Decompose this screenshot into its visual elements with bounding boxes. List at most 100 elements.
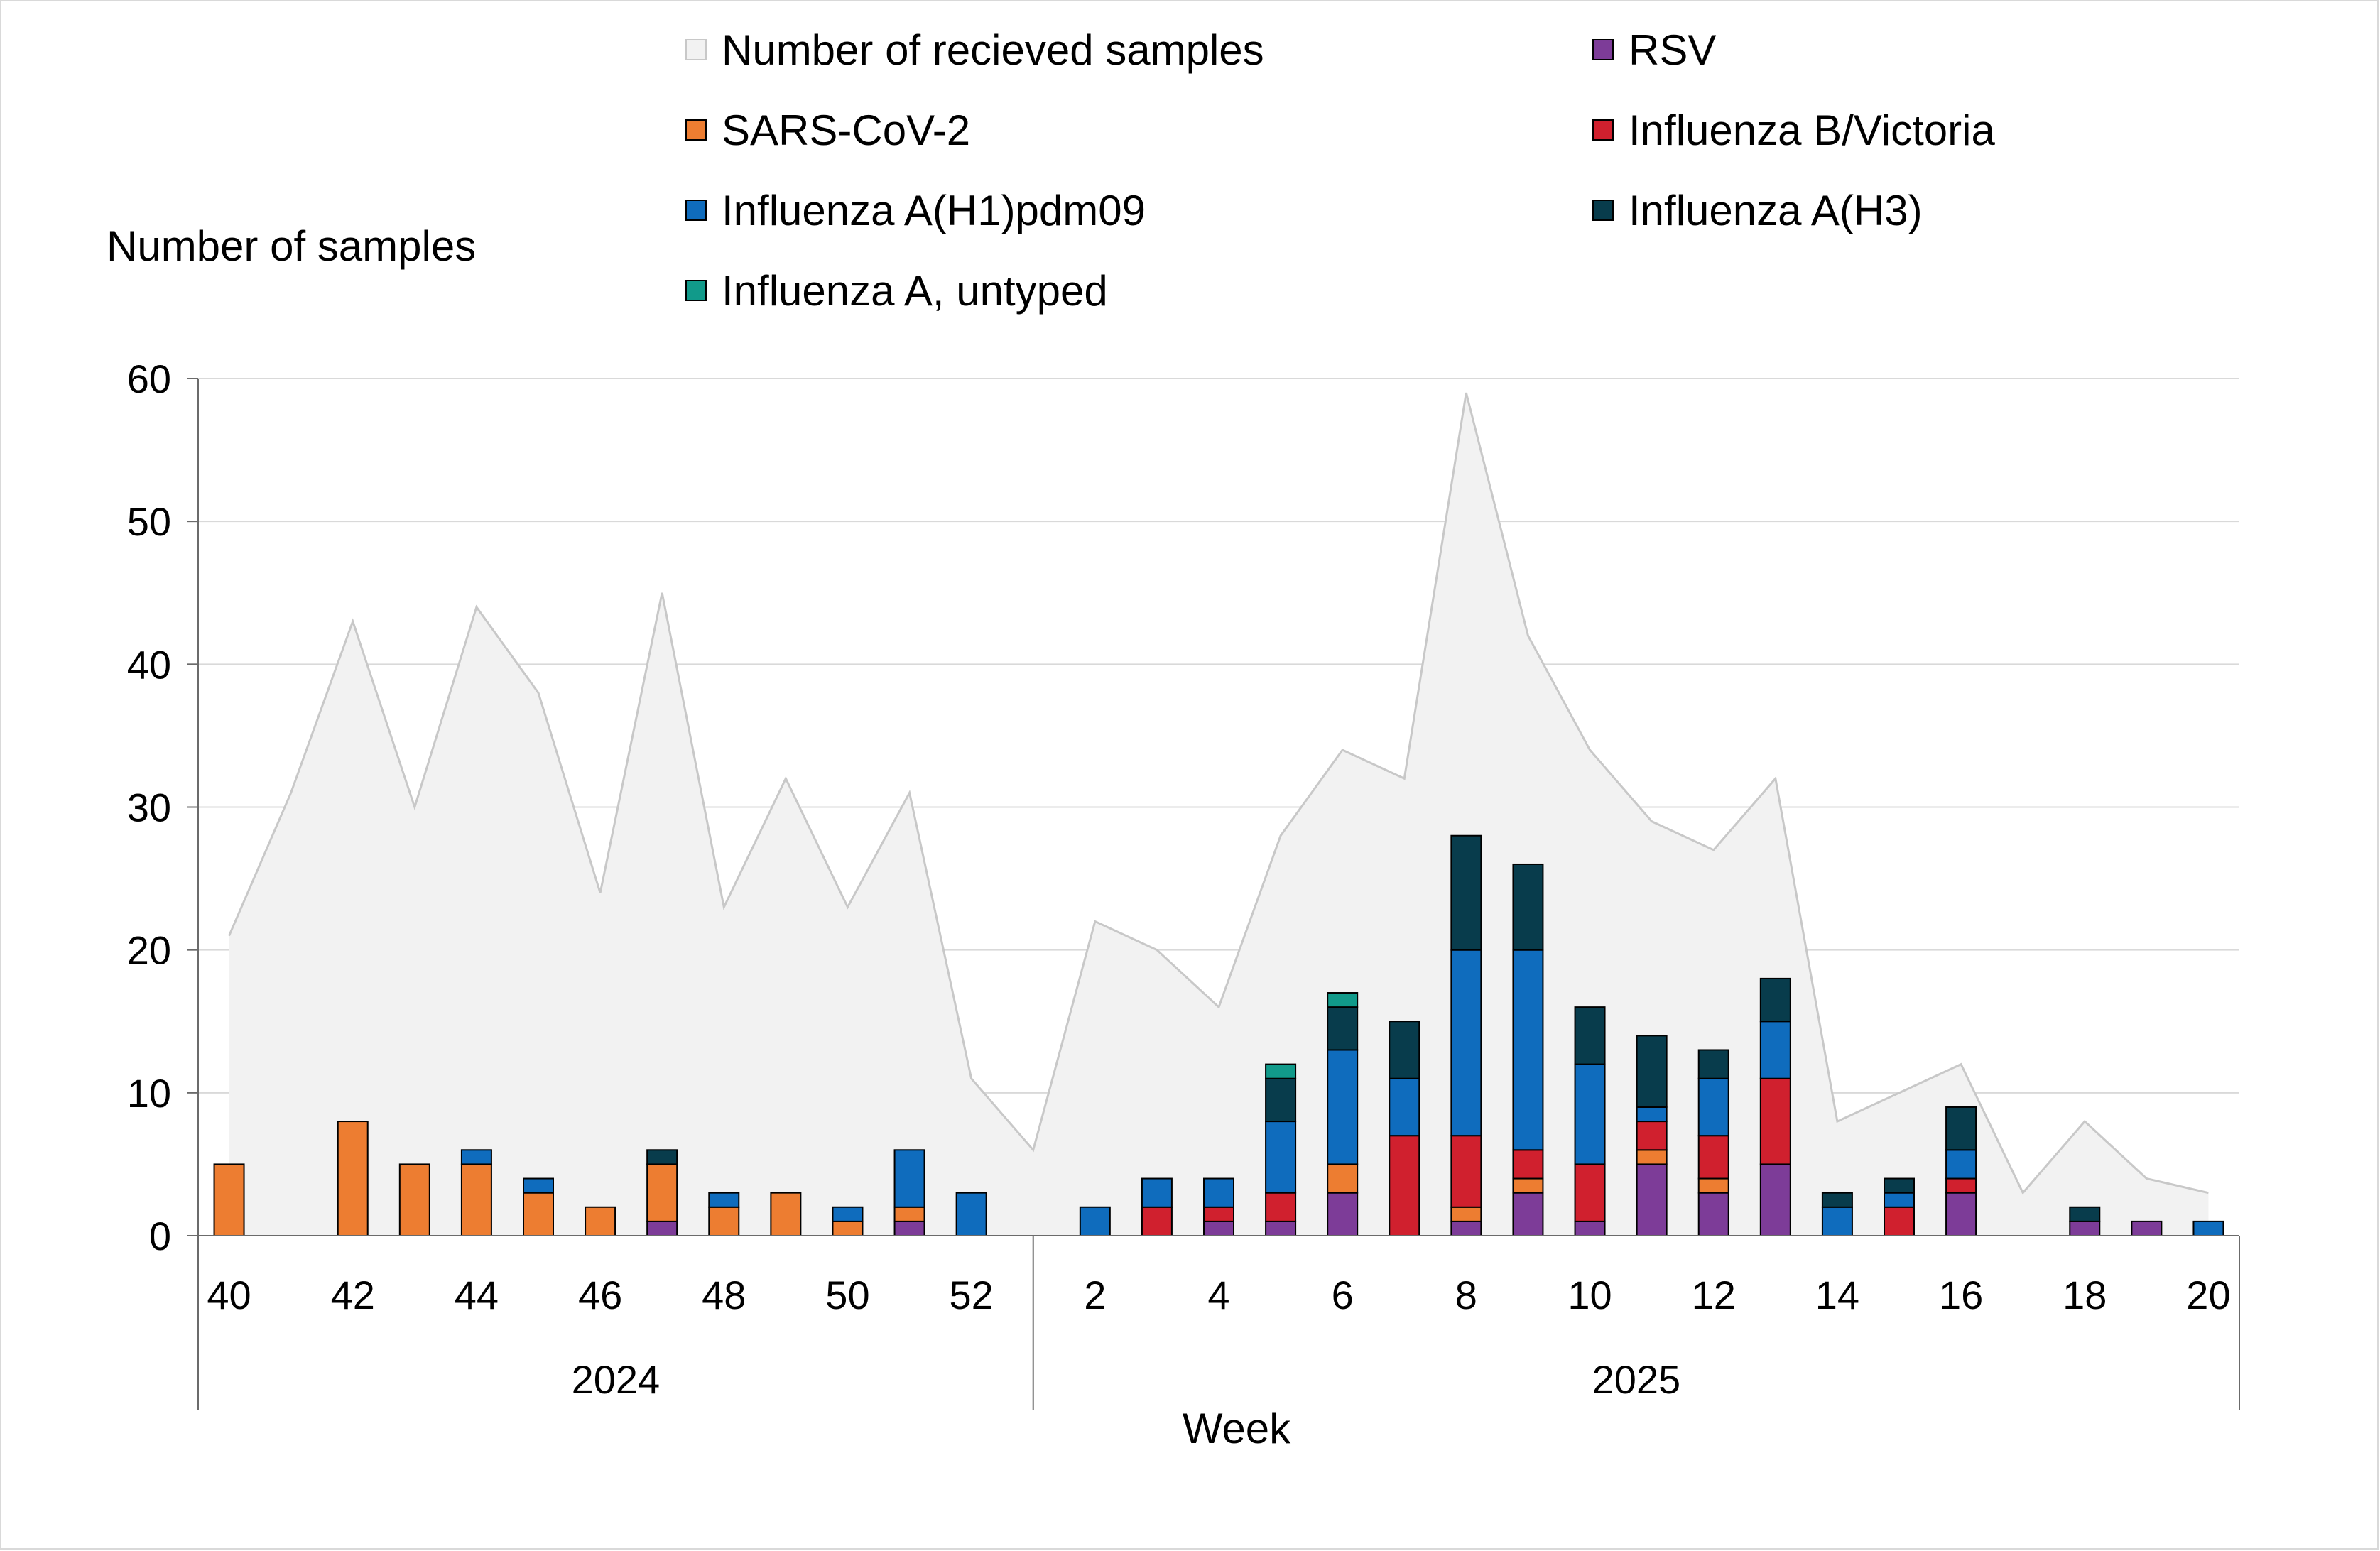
bar-segment-sars-cov-2-week-45 bbox=[523, 1192, 554, 1237]
bar-segment-influenza-b-victoria-week-9 bbox=[1512, 1149, 1544, 1180]
bar-segment-influenza-b-victoria-week-8 bbox=[1450, 1135, 1482, 1208]
x-tick-label: 42 bbox=[331, 1273, 375, 1317]
bar-segment-rsv-week-11 bbox=[1636, 1163, 1668, 1236]
bar-segment-influenza-a-h1-pdm09-week-6 bbox=[1327, 1049, 1359, 1165]
x-tick-label: 18 bbox=[2063, 1273, 2107, 1317]
x-tick-label: 4 bbox=[1207, 1273, 1229, 1317]
y-tick-label: 20 bbox=[127, 928, 171, 973]
bar-segment-sars-cov-2-week-48 bbox=[708, 1206, 740, 1237]
bar-segment-influenza-a-h1-pdm09-week-11 bbox=[1636, 1106, 1668, 1123]
bar-segment-sars-cov-2-week-42 bbox=[337, 1121, 369, 1236]
bar-segment-influenza-b-victoria-week-5 bbox=[1265, 1192, 1297, 1222]
bar-segment-influenza-a-h3--week-18 bbox=[2069, 1206, 2101, 1222]
bar-segment-influenza-b-victoria-week-4 bbox=[1203, 1206, 1234, 1222]
legend-label: Influenza B/Victoria bbox=[1629, 107, 1995, 154]
bar-segment-rsv-week-5 bbox=[1265, 1220, 1297, 1236]
bar-segment-influenza-a-untyped-week-6 bbox=[1327, 992, 1359, 1008]
x-tick-label: 10 bbox=[1567, 1273, 1612, 1317]
bar-segment-sars-cov-2-week-11 bbox=[1636, 1149, 1668, 1165]
bar-segment-sars-cov-2-week-47 bbox=[646, 1163, 678, 1222]
bar-segment-sars-cov-2-week-12 bbox=[1697, 1177, 1729, 1194]
bar-segment-sars-cov-2-week-44 bbox=[460, 1163, 492, 1236]
bar-segment-influenza-a-h1-pdm09-week-10 bbox=[1574, 1063, 1606, 1165]
bar-segment-sars-cov-2-week-50 bbox=[832, 1220, 864, 1236]
bar-segment-influenza-b-victoria-week-3 bbox=[1141, 1206, 1173, 1237]
bar-segment-influenza-a-h1-pdm09-week-14 bbox=[1821, 1206, 1853, 1237]
bar-segment-influenza-a-h1-pdm09-week-2 bbox=[1079, 1206, 1111, 1237]
bar-segment-influenza-a-h3--week-11 bbox=[1636, 1035, 1668, 1108]
bar-segment-influenza-a-h1-pdm09-week-48 bbox=[708, 1192, 740, 1208]
legend-swatch-influenza-a-untyped bbox=[685, 280, 707, 301]
bars bbox=[213, 834, 2224, 1237]
bar-segment-influenza-a-h1-pdm09-week-12 bbox=[1697, 1077, 1729, 1137]
bar-segment-sars-cov-2-week-9 bbox=[1512, 1177, 1544, 1194]
bar-segment-influenza-b-victoria-week-11 bbox=[1636, 1121, 1668, 1151]
bar-segment-influenza-a-untyped-week-5 bbox=[1265, 1063, 1297, 1079]
bar-segment-influenza-a-h3--week-5 bbox=[1265, 1077, 1297, 1123]
bar-segment-rsv-week-12 bbox=[1697, 1192, 1729, 1237]
bar-segment-sars-cov-2-week-46 bbox=[585, 1206, 616, 1237]
legend-label: Number of recieved samples bbox=[722, 26, 1264, 74]
bar-segment-influenza-a-h1-pdm09-week-45 bbox=[523, 1177, 554, 1194]
y-tick-label: 30 bbox=[127, 785, 171, 830]
bar-segment-rsv-week-13 bbox=[1759, 1163, 1791, 1236]
bar-segment-influenza-a-h1-pdm09-week-51 bbox=[893, 1149, 925, 1208]
bar-segment-influenza-b-victoria-week-16 bbox=[1945, 1177, 1977, 1194]
bar-segment-sars-cov-2-week-8 bbox=[1450, 1206, 1482, 1222]
x-tick-label: 52 bbox=[949, 1273, 993, 1317]
bar-segment-influenza-a-h1-pdm09-week-3 bbox=[1141, 1177, 1173, 1208]
legend-swatch-sars-cov-2 bbox=[685, 119, 707, 141]
y-axis-title: Number of samples bbox=[107, 222, 476, 270]
legend-swatch-influenza-a-h1-pdm09 bbox=[685, 200, 707, 221]
bar-segment-sars-cov-2-week-6 bbox=[1327, 1163, 1359, 1194]
x-tick-label: 6 bbox=[1332, 1273, 1354, 1317]
x-tick-label: 2 bbox=[1084, 1273, 1106, 1317]
y-tick-label: 10 bbox=[127, 1071, 171, 1116]
received-samples-line bbox=[228, 392, 2209, 1195]
legend-swatch-influenza-b-victoria bbox=[1592, 119, 1614, 141]
bar-segment-rsv-week-6 bbox=[1327, 1192, 1359, 1237]
legend-swatch-rsv bbox=[1592, 39, 1614, 60]
bar-segment-influenza-a-h1-pdm09-week-9 bbox=[1512, 949, 1544, 1151]
bar-segment-influenza-a-h1-pdm09-week-44 bbox=[460, 1149, 492, 1165]
x-tick-label: 44 bbox=[455, 1273, 499, 1317]
bar-segment-influenza-a-h1-pdm09-week-50 bbox=[832, 1206, 864, 1222]
bar-segment-influenza-b-victoria-week-13 bbox=[1759, 1077, 1791, 1165]
bar-segment-influenza-a-h3--week-13 bbox=[1759, 977, 1791, 1023]
bar-segment-influenza-a-h1-pdm09-week-52 bbox=[955, 1192, 987, 1237]
bar-segment-influenza-a-h1-pdm09-week-15 bbox=[1884, 1192, 1915, 1208]
bar-segment-influenza-a-h3--week-47 bbox=[646, 1149, 678, 1165]
bar-segment-rsv-week-47 bbox=[646, 1220, 678, 1236]
bar-segment-rsv-week-18 bbox=[2069, 1220, 2101, 1236]
x-tick-label: 14 bbox=[1815, 1273, 1859, 1317]
bar-segment-influenza-a-h1-pdm09-week-13 bbox=[1759, 1021, 1791, 1079]
bar-segment-influenza-a-h1-pdm09-week-16 bbox=[1945, 1149, 1977, 1180]
x-tick-label: 8 bbox=[1455, 1273, 1477, 1317]
bar-segment-sars-cov-2-week-43 bbox=[398, 1163, 430, 1236]
bar-segment-influenza-a-h1-pdm09-week-5 bbox=[1265, 1121, 1297, 1194]
legend-label: RSV bbox=[1629, 26, 1716, 74]
bar-segment-influenza-b-victoria-week-10 bbox=[1574, 1163, 1606, 1222]
bar-segment-rsv-week-51 bbox=[893, 1220, 925, 1236]
bar-segment-influenza-b-victoria-week-12 bbox=[1697, 1135, 1729, 1180]
bar-segment-rsv-week-10 bbox=[1574, 1220, 1606, 1236]
bar-segment-influenza-a-h3--week-12 bbox=[1697, 1049, 1729, 1079]
bar-segment-influenza-b-victoria-week-7 bbox=[1389, 1135, 1420, 1237]
bar-segment-sars-cov-2-week-51 bbox=[893, 1206, 925, 1222]
bar-segment-influenza-a-h3--week-16 bbox=[1945, 1106, 1977, 1151]
year-label-2024: 2024 bbox=[572, 1357, 661, 1402]
bar-segment-influenza-a-h3--week-9 bbox=[1512, 863, 1544, 951]
bar-segment-rsv-week-9 bbox=[1512, 1192, 1544, 1237]
legend-label: SARS-CoV-2 bbox=[722, 107, 970, 154]
x-tick-label: 46 bbox=[578, 1273, 622, 1317]
x-tick-label: 48 bbox=[702, 1273, 746, 1317]
bar-segment-rsv-week-8 bbox=[1450, 1220, 1482, 1236]
bar-segment-influenza-a-h1-pdm09-week-8 bbox=[1450, 949, 1482, 1137]
area-layer bbox=[228, 392, 2209, 1236]
bar-segment-sars-cov-2-week-49 bbox=[770, 1192, 802, 1237]
x-tick-label: 20 bbox=[2186, 1273, 2230, 1317]
bar-segment-influenza-a-h3--week-14 bbox=[1821, 1192, 1853, 1208]
